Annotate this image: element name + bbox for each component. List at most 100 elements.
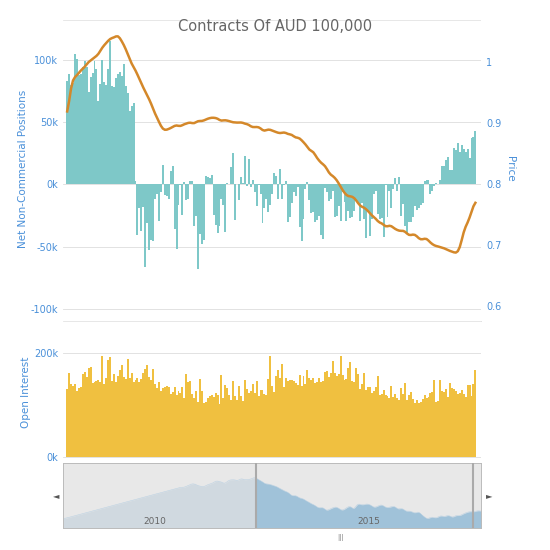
Bar [168, 184, 170, 199]
Bar [410, 392, 412, 458]
Bar [397, 184, 398, 191]
Bar [418, 403, 420, 458]
Bar [361, 384, 363, 458]
Bar [197, 402, 199, 458]
Bar [91, 383, 94, 458]
Bar [279, 169, 281, 184]
Bar [451, 170, 453, 184]
Bar [254, 184, 256, 192]
Bar [271, 386, 273, 458]
Bar [86, 377, 87, 458]
Bar [349, 184, 351, 218]
Bar [166, 386, 168, 458]
Bar [279, 377, 281, 458]
Bar [472, 137, 475, 184]
Bar [228, 395, 230, 458]
Bar [263, 394, 266, 458]
Bar [105, 378, 107, 458]
Bar [97, 101, 100, 184]
Bar [103, 384, 105, 458]
Bar [191, 394, 193, 458]
Bar [164, 388, 166, 458]
Bar [287, 381, 289, 458]
Bar [422, 184, 424, 204]
Bar [414, 403, 416, 458]
Bar [203, 403, 205, 458]
Bar [218, 404, 221, 458]
Bar [371, 393, 373, 458]
Bar [117, 74, 119, 184]
Bar [80, 387, 82, 458]
Bar [129, 111, 131, 184]
Bar [402, 184, 404, 204]
Bar [430, 184, 431, 194]
Bar [227, 388, 228, 458]
Bar [221, 184, 222, 200]
Bar [336, 184, 338, 216]
Bar [384, 395, 387, 458]
Bar [230, 167, 232, 184]
Bar [348, 368, 349, 458]
Bar [418, 184, 420, 208]
Bar [144, 369, 146, 458]
Bar [179, 393, 182, 458]
Bar [121, 365, 123, 458]
Bar [312, 184, 314, 212]
Bar [72, 386, 74, 458]
Bar [188, 382, 189, 458]
Bar [465, 397, 466, 458]
Bar [377, 376, 379, 458]
Bar [170, 394, 172, 458]
Bar [214, 184, 217, 225]
Bar [248, 160, 250, 184]
Bar [338, 373, 340, 458]
Bar [463, 149, 465, 184]
Bar [363, 184, 365, 218]
Bar [152, 184, 154, 241]
Bar [296, 384, 299, 458]
Text: III: III [338, 535, 344, 543]
Bar [136, 184, 139, 235]
Bar [426, 180, 427, 184]
Bar [156, 388, 158, 458]
Bar [436, 403, 437, 458]
Bar [299, 375, 300, 458]
Bar [185, 184, 188, 200]
Bar [324, 184, 326, 188]
Bar [463, 394, 465, 458]
Bar [246, 389, 248, 458]
Bar [289, 184, 291, 217]
Bar [97, 381, 100, 458]
Bar [447, 157, 449, 184]
Bar [178, 184, 179, 205]
Bar [361, 184, 363, 203]
Bar [363, 373, 365, 458]
Bar [336, 376, 338, 458]
Bar [373, 184, 375, 194]
Bar [400, 388, 402, 458]
Bar [136, 378, 139, 458]
Bar [105, 85, 107, 184]
Bar [148, 184, 150, 250]
Bar [283, 387, 285, 458]
Bar [295, 383, 296, 458]
Bar [168, 387, 170, 458]
Bar [295, 184, 296, 196]
Bar [135, 380, 136, 458]
Bar [392, 397, 394, 458]
Bar [439, 381, 441, 458]
Bar [123, 377, 125, 458]
Bar [441, 166, 443, 184]
Bar [312, 378, 314, 458]
Bar [126, 94, 129, 184]
Bar [388, 398, 390, 458]
Bar [453, 389, 455, 458]
Bar [353, 184, 355, 211]
Bar [314, 383, 316, 458]
Bar [140, 379, 142, 458]
Bar [96, 69, 97, 184]
Bar [306, 182, 309, 184]
Bar [213, 397, 214, 458]
Bar [240, 397, 242, 458]
Bar [383, 184, 384, 236]
